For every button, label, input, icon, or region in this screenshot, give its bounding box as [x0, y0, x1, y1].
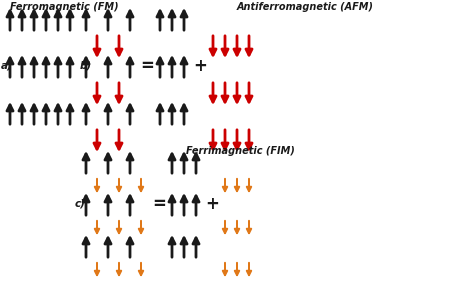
- Text: +: +: [205, 195, 219, 213]
- Text: +: +: [193, 57, 207, 75]
- Text: =: =: [140, 57, 154, 75]
- Text: Ferromagnetic (FM): Ferromagnetic (FM): [10, 2, 118, 12]
- Text: b): b): [80, 61, 92, 71]
- Text: c): c): [75, 199, 86, 209]
- Text: =: =: [152, 195, 166, 213]
- Text: a): a): [1, 61, 13, 71]
- Text: Antiferromagnetic (AFM): Antiferromagnetic (AFM): [237, 2, 374, 12]
- Text: Ferrimagnetic (FIM): Ferrimagnetic (FIM): [185, 146, 294, 156]
